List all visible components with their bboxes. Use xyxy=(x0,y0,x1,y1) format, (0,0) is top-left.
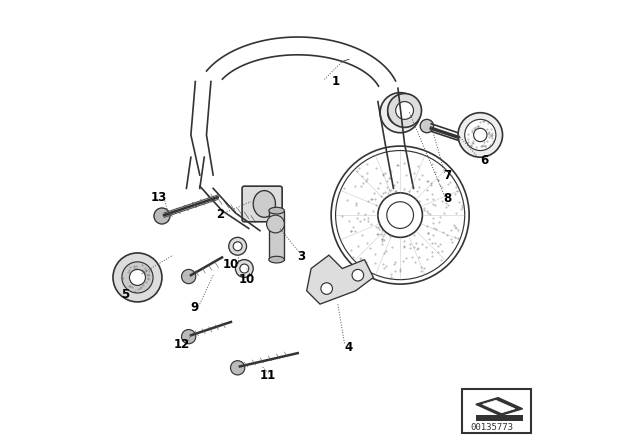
Circle shape xyxy=(474,128,487,142)
Circle shape xyxy=(396,102,413,119)
Circle shape xyxy=(420,119,433,133)
Circle shape xyxy=(182,330,196,344)
Circle shape xyxy=(352,269,364,281)
Text: 10: 10 xyxy=(239,273,255,286)
Circle shape xyxy=(267,215,284,233)
Circle shape xyxy=(395,108,406,118)
Polygon shape xyxy=(307,255,373,304)
Bar xyxy=(269,211,284,260)
Ellipse shape xyxy=(269,207,284,214)
Ellipse shape xyxy=(253,190,275,217)
Text: 00135773: 00135773 xyxy=(470,423,513,432)
Circle shape xyxy=(458,113,502,157)
Circle shape xyxy=(240,264,249,273)
Text: 11: 11 xyxy=(259,369,276,382)
Circle shape xyxy=(113,253,162,302)
Text: 1: 1 xyxy=(332,75,340,88)
Circle shape xyxy=(380,93,420,133)
Text: 9: 9 xyxy=(190,301,198,314)
Circle shape xyxy=(387,202,413,228)
Circle shape xyxy=(230,361,244,375)
Text: 6: 6 xyxy=(481,154,489,167)
Text: 13: 13 xyxy=(150,191,167,204)
Polygon shape xyxy=(483,401,515,413)
Circle shape xyxy=(321,283,332,294)
Text: 4: 4 xyxy=(345,341,353,354)
Text: 7: 7 xyxy=(443,169,451,182)
Text: 5: 5 xyxy=(121,288,129,301)
Polygon shape xyxy=(476,398,523,415)
Circle shape xyxy=(182,269,196,284)
Circle shape xyxy=(378,193,422,237)
Text: 12: 12 xyxy=(174,338,190,351)
Circle shape xyxy=(236,260,253,277)
Text: 10: 10 xyxy=(223,258,239,271)
Text: 2: 2 xyxy=(216,208,224,221)
Circle shape xyxy=(154,208,170,224)
Circle shape xyxy=(233,242,242,251)
Polygon shape xyxy=(476,415,523,421)
Ellipse shape xyxy=(269,256,284,263)
FancyBboxPatch shape xyxy=(242,186,282,222)
Bar xyxy=(463,389,531,433)
Circle shape xyxy=(228,237,246,255)
Circle shape xyxy=(465,119,496,151)
Circle shape xyxy=(388,94,422,127)
Circle shape xyxy=(388,100,413,125)
Circle shape xyxy=(129,269,145,285)
Circle shape xyxy=(122,262,153,293)
Text: 8: 8 xyxy=(443,192,451,205)
Text: 3: 3 xyxy=(297,250,305,263)
